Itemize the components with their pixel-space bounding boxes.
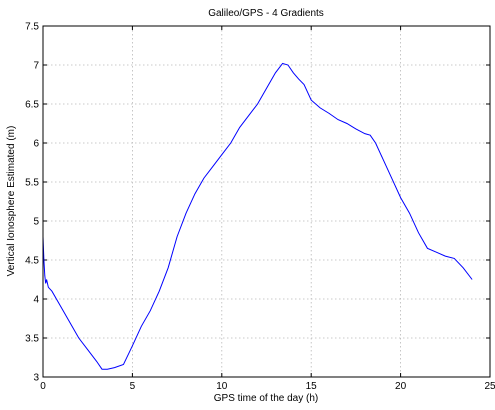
series-line	[42, 62, 473, 370]
y-tick-label: 5.5	[25, 178, 39, 189]
y-tick-label: 7.5	[25, 22, 39, 33]
x-tick-labels: 0 5 10 15 20 25	[40, 381, 495, 392]
x-tick-label: 10	[216, 381, 228, 392]
x-axis-label: GPS time of the day (h)	[214, 393, 319, 404]
x-tick-label: 25	[484, 381, 495, 392]
y-tick-label: 4.5	[25, 256, 39, 267]
y-tick-label: 3.5	[25, 334, 39, 345]
y-tick-label: 4	[33, 295, 39, 306]
y-tick-label: 7	[33, 61, 39, 72]
x-tick-label: 20	[395, 381, 407, 392]
chart-title: Galileo/GPS - 4 Gradients	[208, 8, 324, 19]
grid	[43, 26, 490, 377]
x-tick-label: 15	[306, 381, 318, 392]
y-tick-label: 5	[33, 217, 39, 228]
y-axis-label: Vertical Ionosphere Estimated (m)	[6, 126, 17, 277]
y-tick-label: 3	[33, 373, 39, 384]
y-tick-label: 6	[33, 139, 39, 150]
x-tick-label: 5	[130, 381, 136, 392]
x-tick-label: 0	[40, 381, 46, 392]
y-tick-label: 6.5	[25, 100, 39, 111]
y-tick-labels: 3 3.5 4 4.5 5 5.5 6 6.5 7 7.5	[25, 22, 39, 384]
plot-frame	[42, 25, 491, 378]
